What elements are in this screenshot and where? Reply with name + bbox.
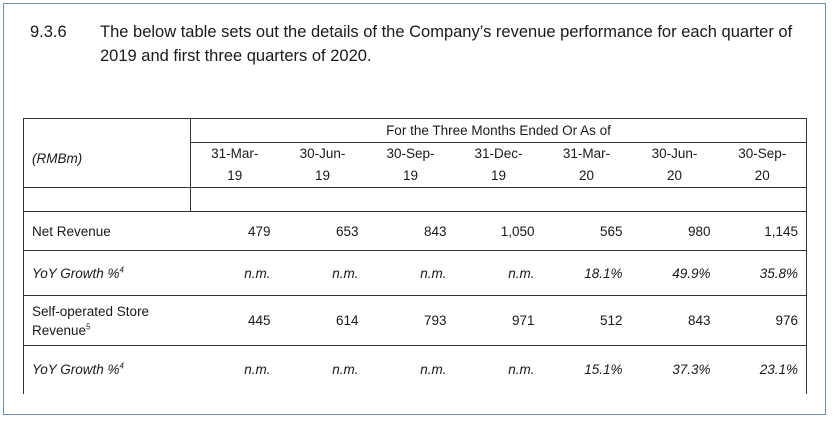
paragraph-text: The below table sets out the details of … — [100, 23, 793, 65]
cell-value: n.m. — [366, 250, 455, 296]
cell-value: 479 — [190, 211, 279, 251]
cell-value: 565 — [542, 211, 631, 251]
cell-value: 793 — [366, 295, 455, 346]
spacer-cell — [190, 187, 807, 212]
row-label: YoY Growth %4 — [23, 345, 191, 394]
cell-value: 843 — [366, 211, 455, 251]
row-label: YoY Growth %4 — [23, 250, 191, 296]
cell-value: 1,050 — [454, 211, 543, 251]
column-header: 31-Mar- 20 — [562, 146, 611, 183]
cell-value: n.m. — [454, 345, 543, 394]
cell-value: n.m. — [454, 250, 543, 296]
column-header: 30-Jun- 19 — [299, 146, 346, 183]
revenue-table: (RMBm) For the Three Months Ended Or As … — [23, 118, 807, 394]
cell-value: 18.1% — [542, 250, 631, 296]
cell-value: 614 — [278, 295, 367, 346]
cell-value: n.m. — [190, 250, 279, 296]
cell-value: n.m. — [278, 345, 367, 394]
row-label: Net Revenue — [23, 211, 191, 251]
column-header: 30-Sep- 20 — [718, 142, 807, 188]
unit-label: (RMBm) — [23, 118, 191, 188]
cell-value: 971 — [454, 295, 543, 346]
cell-value: n.m. — [278, 250, 367, 296]
cell-value: 976 — [718, 295, 807, 346]
cell-value: 653 — [278, 211, 367, 251]
cell-value: 35.8% — [718, 250, 807, 296]
cell-value: 445 — [190, 295, 279, 346]
cell-value: 37.3% — [630, 345, 719, 394]
cell-value: 980 — [630, 211, 719, 251]
row-label: Self-operated Store Revenue5 — [23, 295, 191, 346]
cell-value: 843 — [630, 295, 719, 346]
cell-value: 23.1% — [718, 345, 807, 394]
cell-value: 15.1% — [542, 345, 631, 394]
column-header: 30-Sep- 19 — [386, 146, 435, 183]
cell-value: 512 — [542, 295, 631, 346]
document-frame — [3, 3, 826, 415]
paragraph-number: 9.3.6 — [30, 23, 67, 41]
column-header: 31-Dec- 19 — [474, 146, 523, 183]
spacer-cell — [23, 187, 191, 212]
cell-value: 1,145 — [718, 211, 807, 251]
cell-value: n.m. — [190, 345, 279, 394]
column-header: 31-Mar- 19 — [211, 146, 259, 183]
column-header: 30-Jun- 20 — [651, 146, 698, 183]
cell-value: n.m. — [366, 345, 455, 394]
period-header: For the Three Months Ended Or As of — [190, 118, 807, 143]
cell-value: 49.9% — [630, 250, 719, 296]
